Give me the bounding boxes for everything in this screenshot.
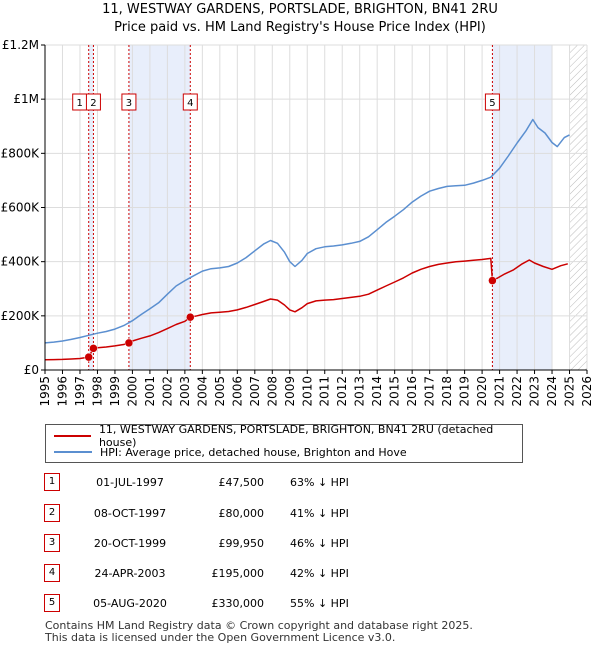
sale-hpi-diff: 63% ↓ HPI: [290, 476, 349, 489]
x-tick-label: 1998: [90, 376, 104, 407]
x-tick-label: 2013: [353, 376, 367, 407]
y-tick-label: £200K: [1, 309, 41, 323]
sale-number-badge: 1: [44, 473, 60, 491]
sale-badge-label: 1: [77, 98, 83, 109]
sale-date: 08-OCT-1997: [93, 507, 167, 520]
legend-swatch-hpi: [54, 451, 92, 453]
legend-label-sale: 11, WESTWAY GARDENS, PORTSLADE, BRIGHTON…: [98, 423, 494, 449]
y-tick-label: £800K: [1, 146, 41, 160]
series-line-sale: [44, 257, 568, 361]
sale-price: £47,500: [218, 476, 265, 489]
sale-point: [186, 312, 195, 322]
sale-number-badge: 3: [44, 534, 60, 552]
x-tick-label: 2022: [510, 376, 524, 407]
legend-label-hpi: HPI: Average price, detached house, Brig…: [100, 445, 407, 459]
x-tick-label: 2011: [318, 376, 332, 407]
sale-point: [488, 276, 497, 285]
sale-date: 20-OCT-1999: [93, 537, 167, 550]
x-tick-label: 2023: [528, 376, 542, 407]
series-line-hpi: [44, 118, 570, 344]
legend: 11, WESTWAY GARDENS, PORTSLADE, BRIGHTON…: [45, 423, 523, 463]
sale-hpi-diff: 41% ↓ HPI: [290, 507, 349, 520]
x-tick-label: 2021: [493, 376, 507, 407]
sale-badge-box: [85, 93, 101, 111]
sale-number-badge: 4: [44, 564, 60, 582]
x-tick-label: 2012: [335, 376, 349, 407]
footer-licence: This data is licensed under the Open Gov…: [45, 631, 396, 644]
y-tick-label: £600K: [1, 201, 41, 215]
sale-date: 01-JUL-1997: [96, 476, 164, 489]
footer-copyright: Contains HM Land Registry data © Crown c…: [45, 619, 473, 632]
sale-badge-box: [121, 93, 137, 111]
legend-item-sale: 11, WESTWAY GARDENS, PORTSLADE, BRIGHTON…: [54, 423, 522, 449]
y-tick-label: £0: [24, 363, 39, 377]
x-tick-label: 2002: [160, 376, 174, 407]
sale-point: [124, 338, 134, 348]
sale-price: £330,000: [211, 597, 265, 610]
sale-badge-label: 4: [187, 98, 193, 109]
table-row: 5 05-AUG-2020 £330,000 55% ↓ HPI: [0, 594, 600, 614]
table-row: 2 08-OCT-1997 £80,000 41% ↓ HPI: [0, 504, 600, 524]
sale-badge-label: 5: [489, 98, 495, 109]
table-row: 4 24-APR-2003 £195,000 42% ↓ HPI: [0, 564, 600, 584]
x-tick-label: 1997: [73, 376, 87, 407]
legend-swatch-sale: [54, 435, 91, 437]
sale-hpi-diff: 46% ↓ HPI: [290, 537, 349, 550]
x-tick-label: 2016: [405, 376, 419, 407]
x-tick-label: 2026: [580, 376, 594, 407]
sale-badge-box: [484, 93, 500, 111]
table-row: 3 20-OCT-1999 £99,950 46% ↓ HPI: [0, 534, 600, 554]
x-tick-label: 2015: [388, 376, 402, 407]
legend-item-hpi: HPI: Average price, detached house, Brig…: [54, 445, 407, 459]
chart-subtitle: Price paid vs. HM Land Registry's House …: [114, 20, 486, 35]
x-tick-label: 2017: [423, 376, 437, 407]
sale-badge-box: [182, 93, 198, 111]
sale-badge-label: 3: [126, 98, 132, 109]
sale-badge-label: 2: [90, 98, 96, 109]
x-tick-label: 2000: [125, 376, 139, 407]
y-tick-label: £1M: [13, 92, 39, 106]
sale-number-badge: 5: [44, 594, 60, 612]
sale-number-badge: 2: [44, 504, 60, 522]
x-tick-label: 2004: [195, 376, 209, 407]
x-tick-label: 2005: [213, 376, 227, 407]
x-tick-label: 2009: [283, 376, 297, 407]
table-row: 1 01-JUL-1997 £47,500 63% ↓ HPI: [0, 473, 600, 493]
x-tick-label: 2008: [265, 376, 279, 407]
x-tick-label: 1999: [108, 376, 122, 407]
x-tick-label: 2007: [248, 376, 262, 407]
sale-price: £195,000: [211, 567, 265, 580]
sale-point: [84, 352, 93, 362]
y-tick-label: £400K: [1, 255, 41, 269]
x-tick-label: 1995: [38, 376, 52, 407]
x-tick-label: 2003: [178, 376, 192, 407]
sale-point: [89, 344, 98, 353]
x-tick-label: 2025: [563, 376, 577, 407]
x-tick-label: 2010: [300, 376, 314, 407]
x-tick-label: 2001: [143, 376, 157, 407]
sale-hpi-diff: 42% ↓ HPI: [290, 567, 349, 580]
sale-price: £99,950: [218, 537, 265, 550]
x-tick-label: 2014: [370, 376, 384, 407]
footer: Contains HM Land Registry data © Crown c…: [45, 620, 473, 644]
x-tick-label: 2024: [545, 376, 559, 407]
x-tick-label: 1996: [55, 376, 69, 407]
chart-title: 11, WESTWAY GARDENS, PORTSLADE, BRIGHTON…: [102, 2, 498, 17]
x-tick-label: 2018: [440, 376, 454, 407]
x-tick-label: 2020: [475, 376, 489, 407]
sale-price: £80,000: [218, 507, 265, 520]
sale-hpi-diff: 55% ↓ HPI: [290, 597, 349, 610]
sale-date: 05-AUG-2020: [93, 597, 167, 610]
sale-date: 24-APR-2003: [94, 567, 166, 580]
y-tick-label: £1.2M: [2, 38, 39, 52]
x-tick-label: 2006: [230, 376, 244, 407]
x-tick-label: 2019: [458, 376, 472, 407]
